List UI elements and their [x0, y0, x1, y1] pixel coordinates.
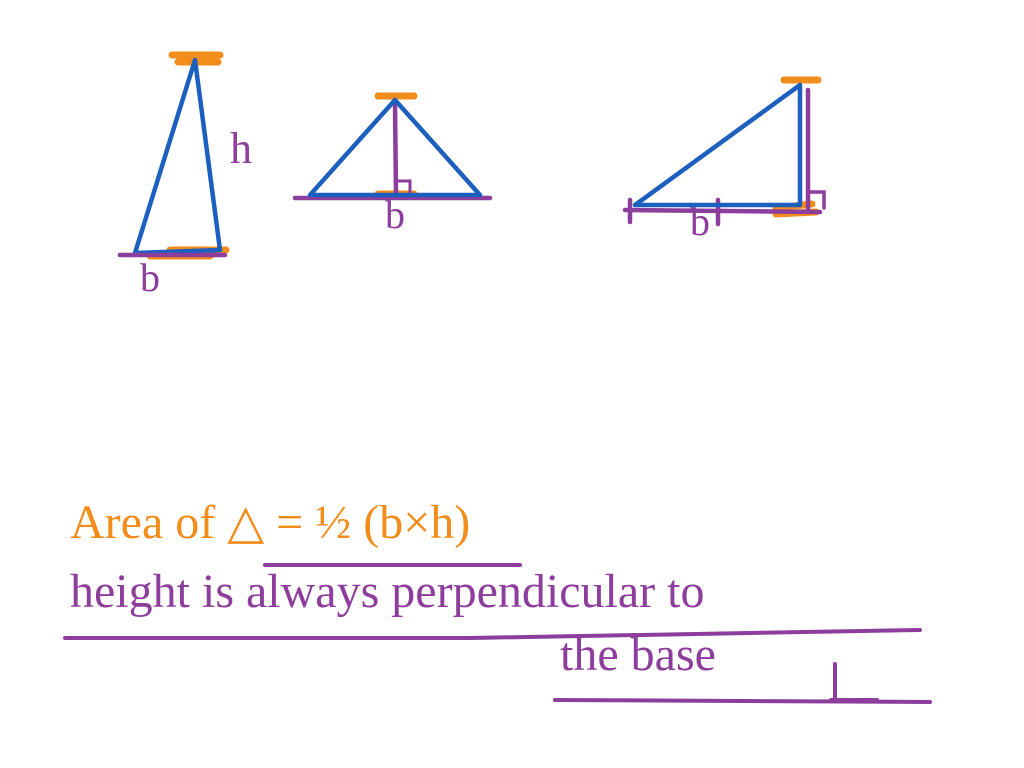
formula: Area of △ = ½ (b×h)	[70, 494, 470, 550]
b_label2: b	[385, 191, 405, 238]
rule_line1: height is always perpendicular to	[70, 564, 704, 619]
b_label1: b	[140, 254, 160, 301]
figure-canvas	[0, 0, 1024, 768]
h_label: h	[230, 123, 252, 174]
triangle-3-base	[625, 210, 820, 212]
perpendicular-symbol-icon	[831, 664, 877, 700]
triangle-3	[635, 85, 800, 205]
b_label3: b	[690, 198, 710, 245]
rule_line2: the base	[560, 627, 716, 682]
triangle-1	[135, 60, 220, 253]
